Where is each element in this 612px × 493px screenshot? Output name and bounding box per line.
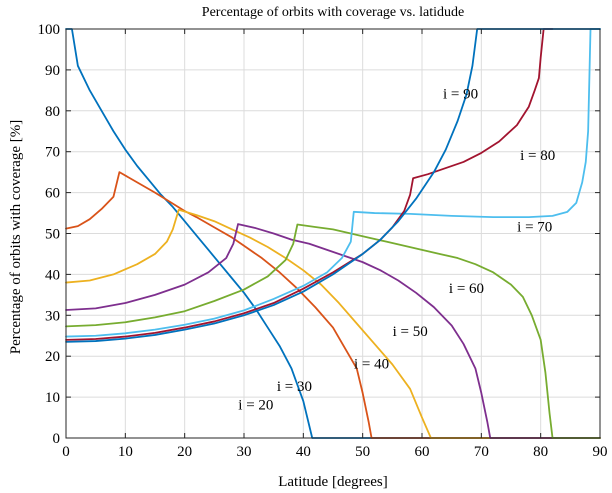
curve-annotation: i = 30 — [277, 379, 312, 395]
x-tick-label: 30 — [237, 444, 252, 460]
series-line-i-70 — [65, 28, 601, 338]
curve-annotation: i = 90 — [443, 87, 478, 103]
curve-annotation: i = 70 — [517, 219, 552, 235]
curve-annotation: i = 80 — [520, 148, 555, 164]
x-tick-label: 10 — [118, 444, 133, 460]
y-tick-label: 100 — [38, 22, 61, 38]
x-tick-label: 50 — [355, 444, 370, 460]
x-tick-label: 90 — [593, 444, 608, 460]
y-tick-label: 90 — [45, 63, 60, 79]
y-tick-label: 0 — [53, 431, 61, 447]
series-line-i-50 — [65, 223, 601, 439]
series-line-i-60 — [65, 223, 601, 439]
curve-annotation: i = 40 — [354, 356, 389, 372]
series-line-i-40 — [65, 208, 601, 439]
y-tick-label: 70 — [45, 145, 60, 161]
series-line-i-30 — [65, 171, 601, 439]
series-line-i-20 — [65, 28, 601, 439]
y-tick-label: 30 — [45, 308, 60, 324]
x-axis-label: Latitude [degrees] — [278, 474, 388, 490]
y-tick-label: 20 — [45, 349, 60, 365]
y-tick-label: 40 — [45, 267, 60, 283]
chart-title: Percentage of orbits with coverage vs. l… — [202, 5, 464, 20]
x-tick-label: 60 — [415, 444, 430, 460]
x-tick-label: 70 — [474, 444, 489, 460]
axis-ticks: 0 10 20 30 40 50 60 70 80 90 0 10 20 30 40 50 60 70 80 90 10… — [38, 22, 608, 460]
x-tick-label: 20 — [177, 444, 192, 460]
curve-annotation: i = 50 — [393, 324, 428, 340]
series-group — [65, 28, 601, 439]
x-tick-label: 80 — [533, 444, 548, 460]
series-line-i-80 — [65, 28, 554, 341]
x-tick-label: 0 — [62, 444, 70, 460]
y-tick-label: 50 — [45, 227, 60, 243]
y-tick-label: 80 — [45, 104, 60, 120]
x-tick-label: 40 — [296, 444, 311, 460]
curve-annotation: i = 20 — [238, 397, 273, 413]
annotations: i = 20i = 30 i = 40i = 50 i = 60 i = 70 i = … — [238, 87, 555, 414]
y-tick-label: 10 — [45, 390, 60, 406]
series-line-i-90 — [65, 28, 601, 343]
grid — [66, 29, 600, 438]
y-axis-label: Percentage of orbits with coverage [%] — [8, 120, 24, 355]
y-tick-label: 60 — [45, 186, 60, 202]
curve-annotation: i = 60 — [449, 281, 484, 297]
